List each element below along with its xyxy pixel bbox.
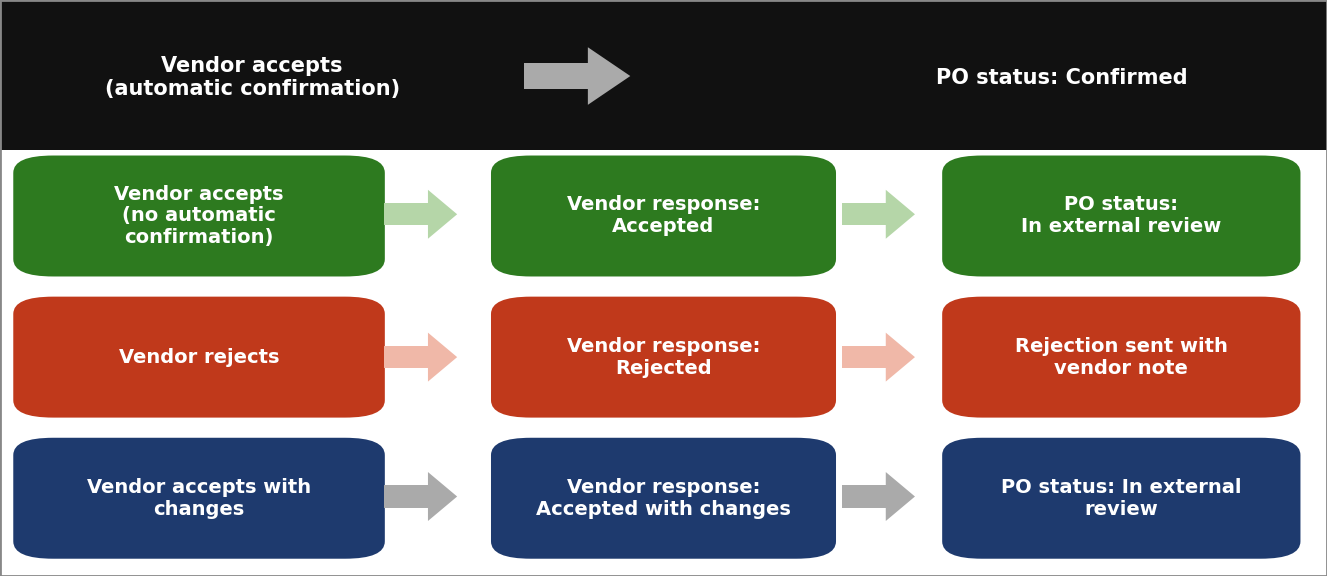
FancyBboxPatch shape [13,438,385,559]
Polygon shape [588,47,630,105]
FancyBboxPatch shape [385,346,427,368]
FancyBboxPatch shape [385,203,427,225]
Text: Vendor response:
Accepted with changes: Vendor response: Accepted with changes [536,478,791,519]
FancyBboxPatch shape [491,297,836,418]
Text: Vendor accepts
(no automatic
confirmation): Vendor accepts (no automatic confirmatio… [114,184,284,248]
Text: PO status:
In external review: PO status: In external review [1022,195,1221,237]
Text: Rejection sent with
vendor note: Rejection sent with vendor note [1015,336,1227,378]
FancyBboxPatch shape [13,156,385,276]
FancyBboxPatch shape [843,486,886,507]
FancyBboxPatch shape [13,17,491,138]
Polygon shape [886,472,916,521]
FancyBboxPatch shape [843,346,886,368]
Polygon shape [886,333,916,382]
Polygon shape [427,190,456,239]
Text: Vendor accepts with
changes: Vendor accepts with changes [88,478,311,519]
Polygon shape [427,333,456,382]
FancyBboxPatch shape [823,17,1300,138]
FancyBboxPatch shape [942,156,1300,276]
FancyBboxPatch shape [13,297,385,418]
FancyBboxPatch shape [942,297,1300,418]
FancyBboxPatch shape [385,486,427,507]
FancyBboxPatch shape [491,438,836,559]
Text: Vendor response:
Accepted: Vendor response: Accepted [567,195,760,237]
Text: Vendor accepts
(automatic confirmation): Vendor accepts (automatic confirmation) [105,56,399,100]
FancyBboxPatch shape [524,63,588,89]
Text: PO status: Confirmed: PO status: Confirmed [936,68,1188,88]
FancyBboxPatch shape [843,203,886,225]
FancyBboxPatch shape [491,156,836,276]
Text: Vendor rejects: Vendor rejects [119,348,279,366]
Polygon shape [427,472,456,521]
Text: Vendor response:
Rejected: Vendor response: Rejected [567,336,760,378]
Text: PO status: In external
review: PO status: In external review [1001,478,1242,519]
FancyBboxPatch shape [942,438,1300,559]
Polygon shape [886,190,916,239]
FancyBboxPatch shape [0,0,1327,150]
